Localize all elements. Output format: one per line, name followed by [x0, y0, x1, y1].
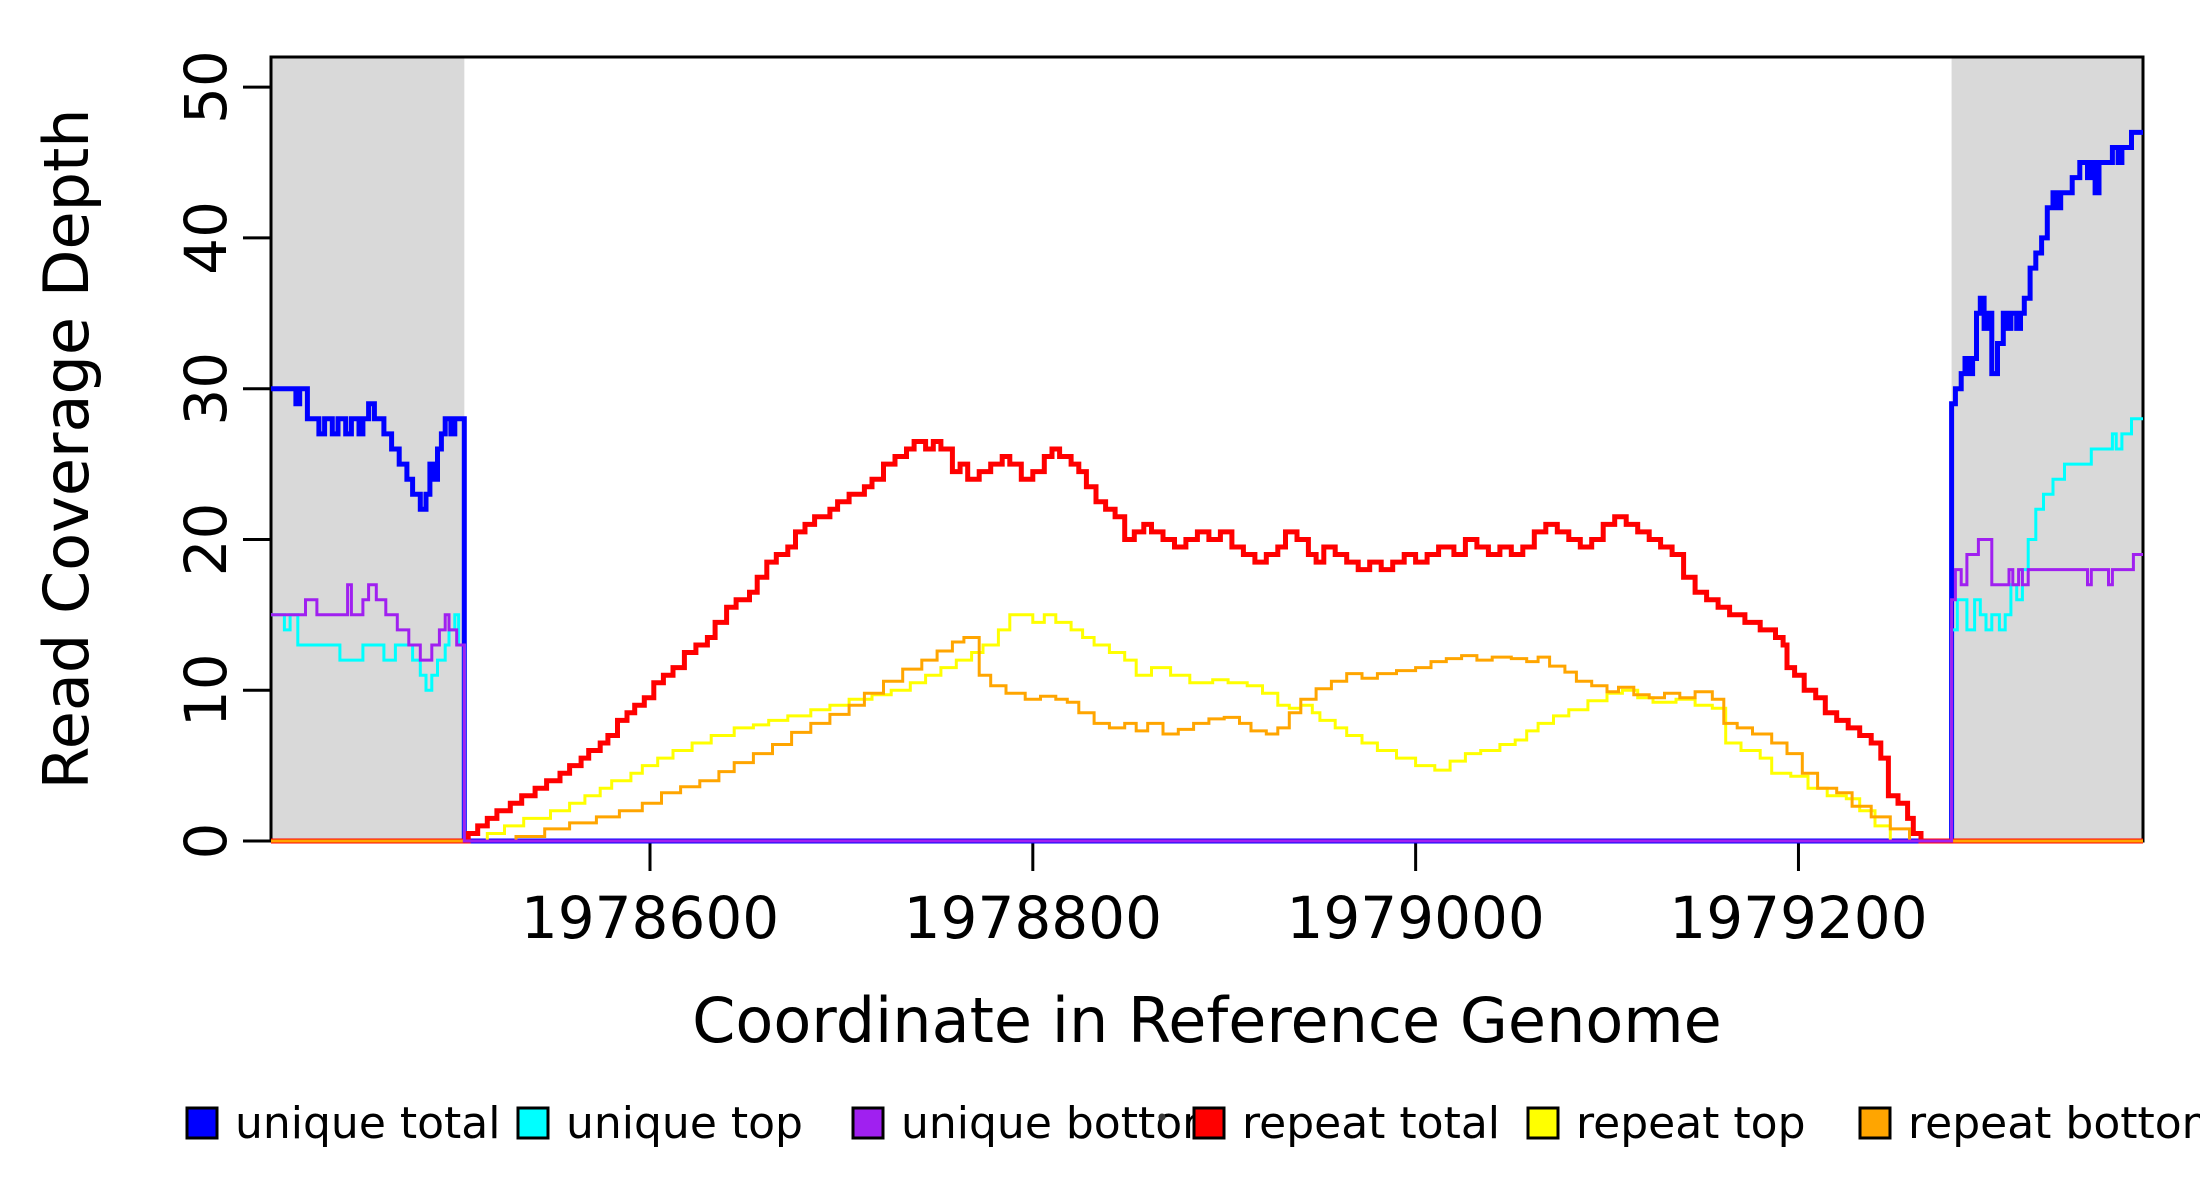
legend-label: repeat total [1242, 1098, 1500, 1149]
y-tick-label: 0 [172, 823, 240, 860]
x-tick-label: 1979000 [1286, 884, 1544, 952]
legend-label: unique top [566, 1098, 803, 1149]
legend-label: unique bottom [901, 1098, 1225, 1149]
legend-swatch [1526, 1106, 1560, 1140]
legend-item-repeat-bottom: repeat bottom [1858, 1098, 2200, 1149]
legend-label: unique total [235, 1098, 500, 1149]
series-unique-bottom [271, 538, 2143, 843]
x-axis: 1978600 1978800 1979000 1979200 [521, 843, 1928, 952]
y-axis: 0 10 20 30 40 50 [172, 50, 271, 859]
legend-swatch [185, 1106, 219, 1140]
legend-label: repeat top [1576, 1098, 1806, 1149]
legend-item-repeat-total: repeat total [1192, 1098, 1500, 1149]
legend-item-unique-bottom: unique bottom [851, 1098, 1225, 1149]
legend-label: repeat bottom [1908, 1098, 2200, 1149]
legend-item-unique-total: unique total [185, 1098, 500, 1149]
y-tick-label: 50 [172, 50, 240, 124]
x-tick-label: 1978800 [904, 884, 1162, 952]
legend-swatch [1192, 1106, 1226, 1140]
stray-mark [1158, 1113, 1166, 1121]
shaded-region-right [1951, 57, 2143, 841]
legend: unique total unique top unique bottom repea… [185, 1098, 2200, 1149]
series-repeat-total [271, 439, 2143, 844]
legend-swatch [1858, 1106, 1892, 1140]
y-tick-label: 30 [172, 352, 240, 426]
legend-item-repeat-top: repeat top [1526, 1098, 1806, 1149]
series-unique-total [271, 129, 2143, 844]
legend-item-unique-top: unique top [516, 1098, 803, 1149]
y-axis-title: Read Coverage Depth [30, 108, 103, 789]
y-tick-label: 20 [172, 503, 240, 577]
x-tick-label: 1978600 [521, 884, 779, 952]
x-tick-label: 1979200 [1669, 884, 1927, 952]
series-repeat-bottom [271, 636, 2143, 843]
shaded-region-left [271, 57, 465, 841]
x-axis-title: Coordinate in Reference Genome [692, 984, 1722, 1057]
series-repeat-top [271, 613, 2143, 843]
legend-swatch [851, 1106, 885, 1140]
y-tick-label: 40 [172, 201, 240, 275]
y-tick-label: 10 [172, 653, 240, 727]
series-unique-top [271, 417, 2143, 843]
legend-swatch [516, 1106, 550, 1140]
